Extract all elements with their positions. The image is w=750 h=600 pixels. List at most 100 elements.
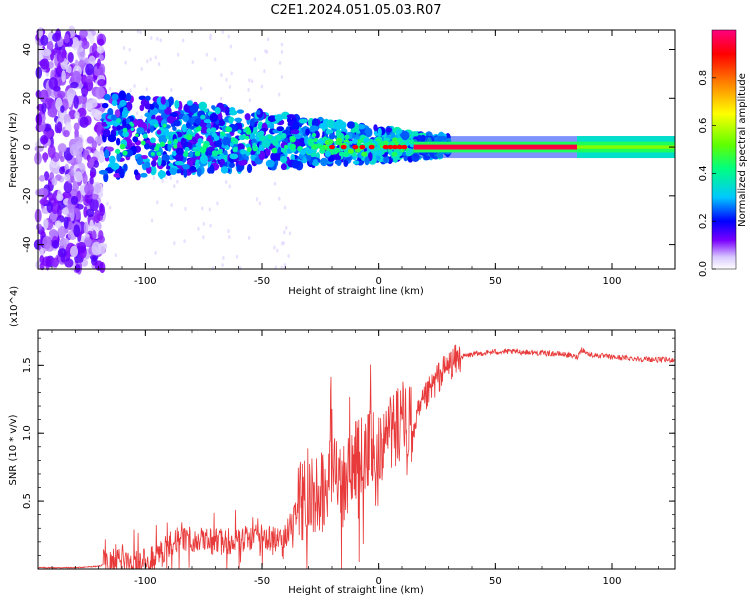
spectrogram-cell	[129, 121, 133, 126]
spectrogram-cell	[67, 65, 72, 74]
spectrogram-cell	[91, 255, 97, 263]
spectrogram-cell	[192, 146, 198, 152]
spectrogram-cell	[229, 109, 238, 116]
spectrogram-cell	[294, 134, 302, 140]
spectrogram-cell	[84, 183, 94, 196]
spectrogram-cell	[189, 166, 197, 171]
spectrogram-cell	[220, 132, 225, 136]
spectrogram-cell	[363, 137, 370, 143]
spectrogram-cell	[156, 36, 159, 41]
spectrogram-cell	[73, 141, 84, 155]
spectrogram-cell	[47, 108, 58, 118]
spectrogram-cell	[246, 163, 253, 174]
spectrogram-cell	[50, 69, 55, 78]
spectrogram-cell	[236, 109, 245, 114]
spectrogram-cell	[225, 77, 228, 82]
spectrogram-cell	[122, 150, 128, 156]
spectrogram-cell	[222, 255, 225, 260]
spectrogram-cell	[275, 134, 282, 141]
snr-y-tick-label: 1.5	[22, 357, 33, 373]
spectrogram-cell	[106, 201, 109, 206]
spectrogram-cell	[122, 127, 128, 133]
spectrogram-cell	[290, 129, 300, 135]
spectrogram-cell	[346, 121, 355, 129]
spectrogram-cell	[146, 59, 149, 64]
spectrogram-cell	[110, 162, 120, 171]
spectrogram-cell	[283, 144, 289, 150]
spectrogram-x-ticks: -100 -50 0 50 100	[51, 30, 660, 287]
spectrogram-cell	[164, 106, 172, 115]
spectrogram-cell	[228, 184, 231, 189]
spectrogram-cell	[249, 133, 256, 141]
spectrogram-cell	[91, 140, 98, 150]
spectrogram-cell	[311, 144, 318, 150]
snr-frame	[37, 329, 676, 570]
spectrogram-cell	[214, 106, 221, 115]
spectrogram-cell	[316, 139, 323, 145]
spectrogram-cell	[248, 78, 251, 83]
spectrogram-cell	[81, 40, 90, 50]
spectrogram-y-tick-label: -20	[22, 188, 33, 204]
spectrogram-cell	[125, 92, 132, 102]
spectrogram-cell	[154, 55, 157, 60]
spectrogram-cell	[217, 119, 226, 127]
spectrogram-cell	[260, 84, 264, 89]
spectrogram-cell	[104, 243, 108, 248]
spectrogram-cell	[48, 192, 54, 202]
spectrogram-cell	[129, 88, 132, 93]
spectrogram-cell	[373, 124, 378, 132]
spectrogram-cell	[253, 57, 257, 62]
spectrogram-cell	[63, 33, 70, 44]
spectrogram-cell	[273, 181, 277, 186]
spectrogram-cell	[43, 171, 50, 181]
snr-x-axis-label: Height of straight line (km)	[288, 585, 424, 596]
spectrogram-cell	[83, 206, 88, 218]
spectrogram-x-tick-label: -100	[134, 276, 157, 287]
spectrogram-cell	[89, 219, 94, 232]
spectrogram-cell	[59, 166, 66, 175]
spectrogram-y-ticks: -40 -20 0 20 40	[22, 43, 675, 253]
spectrogram-cell	[256, 150, 261, 155]
spectrogram-cell	[169, 111, 178, 118]
spectrogram-cell	[124, 60, 127, 65]
spectrogram-cell	[51, 177, 58, 186]
spectrogram-cell	[395, 128, 403, 135]
spectrogram-cell	[70, 175, 75, 183]
spectrogram-cell	[278, 60, 282, 65]
spectrogram-cell	[335, 119, 344, 130]
spectrogram-cell	[232, 146, 238, 152]
spectrogram-cell	[35, 113, 43, 126]
spectrogram-cell	[375, 155, 381, 161]
spectrogram-cell	[228, 116, 235, 123]
spectrogram-cell	[266, 37, 270, 42]
spectrogram-cell	[97, 150, 106, 163]
spectrogram-cell	[121, 109, 128, 119]
snr-series-line	[37, 344, 676, 570]
spectrogram-cell	[211, 132, 217, 138]
spectrogram-cell	[256, 132, 263, 139]
spectrogram-cell	[47, 144, 56, 159]
spectrogram-cell	[73, 171, 83, 183]
spectrogram-cell	[271, 147, 278, 154]
snr-x-tick-label: -50	[254, 576, 270, 587]
spectrogram-cell	[118, 90, 127, 101]
spectrogram-cell	[107, 107, 114, 117]
spectrogram-cell	[114, 109, 121, 118]
spectrogram-cell	[225, 126, 232, 133]
spectrogram-cell	[156, 200, 159, 205]
spectrogram-cell	[368, 144, 375, 150]
spectrogram-x-tick-label: 0	[375, 276, 381, 287]
spectrogram-cell	[165, 165, 171, 170]
spectrogram-cell	[287, 253, 290, 258]
spectrogram-cell	[98, 169, 108, 175]
snr-y-axis-label: SNR (10 * v/v)	[8, 414, 19, 485]
spectrogram-cell	[56, 205, 62, 219]
spectrogram-cell	[195, 159, 200, 169]
spectrogram-cell	[93, 160, 100, 168]
spectrogram-cell	[183, 239, 186, 244]
spectrogram-cell	[144, 143, 150, 150]
spectrogram-cell	[181, 124, 187, 133]
spectrogram-cell	[302, 156, 307, 164]
spectrogram-cell	[220, 166, 229, 174]
